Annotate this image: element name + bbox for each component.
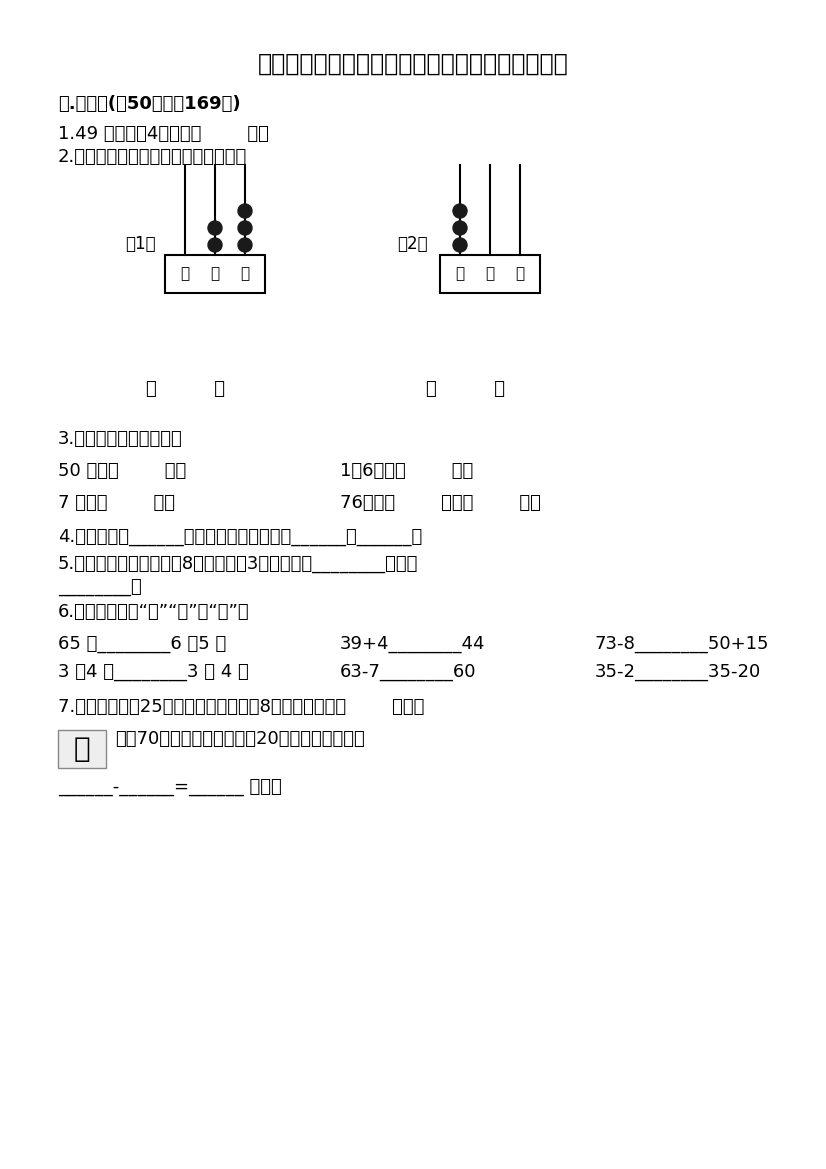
Text: 5.一个两位数，十位上是8，个位上是3，这个数是________，读作: 5.一个两位数，十位上是8，个位上是3，这个数是________，读作 xyxy=(58,555,419,573)
Text: 63-7________60: 63-7________60 xyxy=(340,663,477,682)
Bar xyxy=(440,255,540,293)
Text: 6.在横线上填上“＞”“＜”或“＝”。: 6.在横线上填上“＞”“＜”或“＝”。 xyxy=(58,603,249,621)
Circle shape xyxy=(208,238,222,253)
Text: 35-2________35-20: 35-2________35-20 xyxy=(595,663,762,682)
Text: 百: 百 xyxy=(180,267,189,282)
Text: 摘了70个松果，送给小阿弟20个，还剩多少个？: 摘了70个松果，送给小阿弟20个，还剩多少个？ xyxy=(115,729,365,748)
Text: 十: 十 xyxy=(211,267,220,282)
Text: 个: 个 xyxy=(515,267,525,282)
Text: 3.在括号里填合适的数。: 3.在括号里填合适的数。 xyxy=(58,430,183,448)
Bar xyxy=(165,255,265,293)
Text: 个: 个 xyxy=(240,267,249,282)
Circle shape xyxy=(453,221,467,235)
Text: 1关6角＝（        ）角: 1关6角＝（ ）角 xyxy=(340,462,473,480)
Bar xyxy=(58,729,106,768)
Text: 4.七十九写作______，与它相邻的两个数是______和______。: 4.七十九写作______，与它相邻的两个数是______和______。 xyxy=(58,528,422,546)
Text: 十: 十 xyxy=(486,267,495,282)
Text: 人教版一年级下册数学《填空题》专项练习及答案: 人教版一年级下册数学《填空题》专项练习及答案 xyxy=(258,51,568,76)
Text: ______-______=______ （个）: ______-______=______ （个） xyxy=(58,779,282,796)
Text: 7.幼儿园里买梨25个，买来苹果比梨多8个，买来苹果（        ）个。: 7.幼儿园里买梨25个，买来苹果比梨多8个，买来苹果（ ）个。 xyxy=(58,698,425,715)
Text: 39+4________44: 39+4________44 xyxy=(340,635,486,653)
Circle shape xyxy=(453,205,467,217)
Text: 一.填空题(共50题，共169分): 一.填空题(共50题，共169分) xyxy=(58,95,240,113)
Text: 7 角＝（        ）分: 7 角＝（ ）分 xyxy=(58,494,175,512)
Text: 1.49 后面的笥4个数是（        ）。: 1.49 后面的笥4个数是（ ）。 xyxy=(58,125,269,143)
Circle shape xyxy=(238,221,252,235)
Circle shape xyxy=(453,238,467,253)
Text: 2.写出计数器上表示的数；并读一读。: 2.写出计数器上表示的数；并读一读。 xyxy=(58,148,247,166)
Text: 76分＝（        ）角（        ）分: 76分＝（ ）角（ ）分 xyxy=(340,494,541,512)
Text: （          ）: （ ） xyxy=(425,380,505,397)
Text: 65 角________6 关5 角: 65 角________6 关5 角 xyxy=(58,635,226,653)
Text: （2）: （2） xyxy=(396,235,427,253)
Circle shape xyxy=(208,221,222,235)
Circle shape xyxy=(238,238,252,253)
Text: 73-8________50+15: 73-8________50+15 xyxy=(595,635,770,653)
Text: 50 角＝（        ）元: 50 角＝（ ）元 xyxy=(58,462,186,480)
Text: （          ）: （ ） xyxy=(145,380,225,397)
Text: ________。: ________。 xyxy=(58,577,142,596)
Text: 🐿: 🐿 xyxy=(74,735,90,763)
Text: 百: 百 xyxy=(455,267,464,282)
Text: （1）: （1） xyxy=(125,235,155,253)
Text: 3 獳4 角________3 角 4 分: 3 獳4 角________3 角 4 分 xyxy=(58,663,249,682)
Circle shape xyxy=(238,205,252,217)
